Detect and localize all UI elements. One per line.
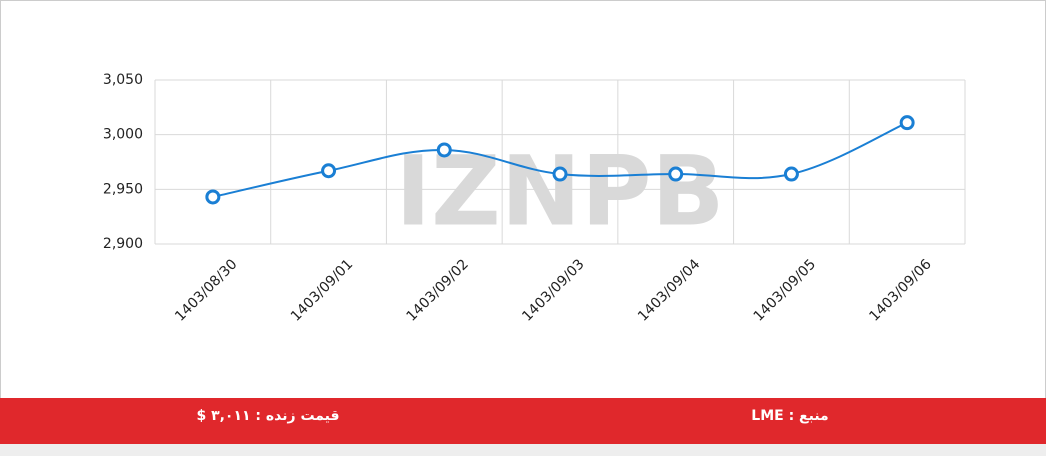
live-price: قیمت زنده : ۳,۰۱۱ $ <box>196 408 339 424</box>
point <box>783 166 799 182</box>
point <box>205 189 221 205</box>
footer-strip <box>0 444 1046 456</box>
point <box>436 142 452 158</box>
y-tick-label: 3,050 <box>103 72 143 88</box>
y-tick-label: 2,900 <box>103 236 143 252</box>
y-tick-label: 2,950 <box>103 181 143 197</box>
point <box>321 163 337 179</box>
point <box>552 166 568 182</box>
point <box>668 166 684 182</box>
source: منبع : LME <box>751 408 828 424</box>
footer-bar <box>0 398 1046 444</box>
point <box>899 115 915 131</box>
y-tick-label: 3,000 <box>103 127 143 143</box>
